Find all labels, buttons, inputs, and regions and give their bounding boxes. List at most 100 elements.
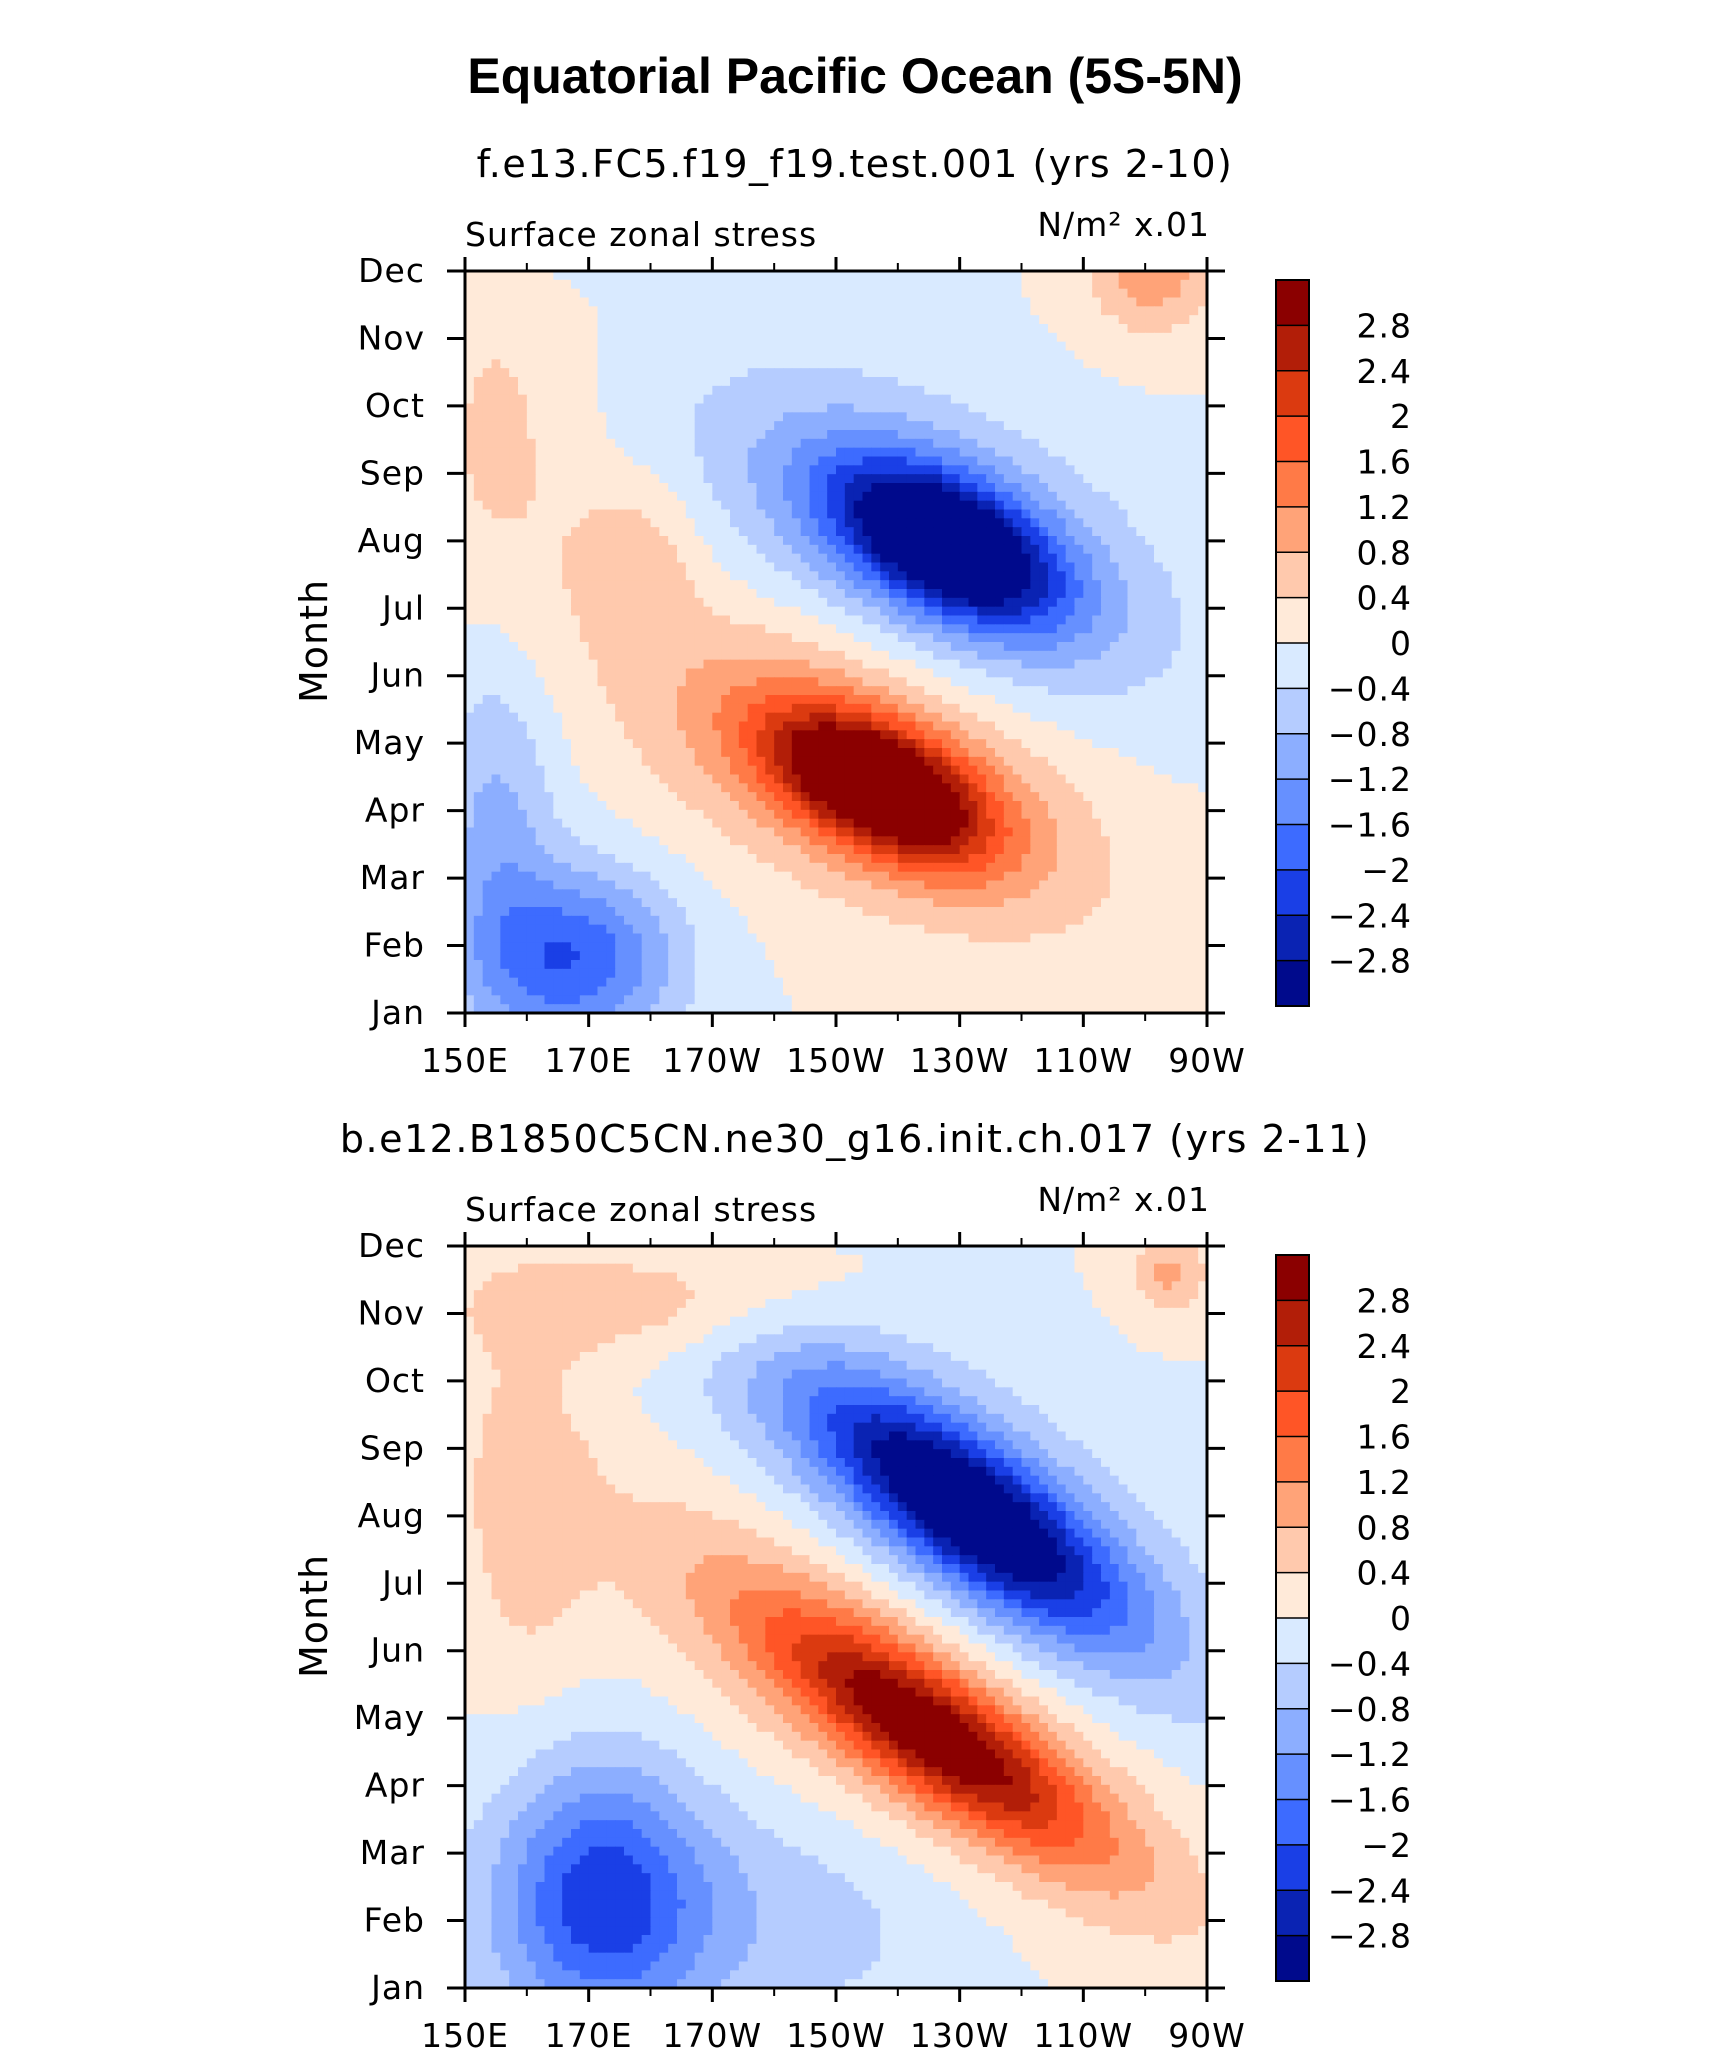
contour-cell [1109,659,1120,670]
contour-cell [650,695,660,705]
contour-cell [1101,483,1111,493]
contour-cell [880,385,890,396]
contour-cell [500,438,510,449]
contour-cell [844,491,855,502]
contour-cell [783,324,793,334]
contour-cell [677,562,687,572]
contour-cell [791,677,802,687]
contour-cell [668,518,678,528]
contour-cell [1003,774,1014,784]
contour-cell [624,412,634,422]
contour-cell [465,341,475,352]
contour-cell [677,748,687,758]
contour-cell [491,650,501,661]
contour-cell [756,615,766,625]
contour-cell [880,421,890,431]
contour-cell [756,350,766,360]
contour-cell [1189,748,1199,758]
contour-cell [615,756,625,767]
contour-cell [1065,695,1076,705]
contour-cell [747,792,758,802]
contour-cell [597,659,607,670]
contour-cell [818,394,828,405]
contour-cell [1003,500,1014,511]
contour-cell [571,527,581,537]
contour-cell [1048,465,1058,475]
contour-cell [1003,430,1014,440]
contour-cell [915,650,925,661]
contour-cell [641,633,652,643]
contour-cell [853,315,864,325]
contour-cell [712,712,722,723]
contour-cell [694,695,705,705]
contour-cell [774,332,784,343]
contour-cell [606,403,616,413]
contour-cell [977,544,987,555]
contour-cell [1030,359,1040,369]
contour-cell [1198,703,1208,714]
contour-cell [1003,571,1014,581]
contour-cell [597,403,607,413]
contour-cell [1189,677,1199,687]
contour-cell [1083,324,1093,334]
contour-cell [1065,483,1076,493]
contour-cell [1101,509,1111,519]
contour-cell [1030,412,1040,422]
contour-cell [950,721,961,731]
contour-cell [1021,730,1031,740]
contour-cell [986,642,996,652]
contour-cell [836,642,846,652]
contour-cell [1189,650,1199,661]
contour-cell [747,491,758,502]
contour-cell [553,712,563,723]
contour-cell [818,385,828,396]
contour-cell [1162,271,1173,281]
contour-cell [906,721,917,731]
contour-cell [959,412,970,422]
contour-cell [818,756,828,767]
contour-cell [818,350,828,360]
contour-cell [1012,288,1023,299]
contour-cell [791,297,802,307]
contour-cell [809,456,819,466]
contour-cell [1003,633,1014,643]
contour-cell [774,456,784,466]
contour-cell [579,306,590,316]
contour-cell [1118,385,1129,396]
contour-cell [685,756,696,767]
contour-cell [509,756,519,767]
contour-cell [509,642,519,652]
contour-cell [1101,359,1111,369]
contour-cell [1162,518,1173,528]
contour-cell [1048,271,1058,281]
contour-cell [791,288,802,299]
contour-cell [774,341,784,352]
contour-cell [1083,712,1093,723]
contour-cell [553,306,563,316]
contour-cell [535,368,546,378]
contour-cell [1189,686,1199,696]
contour-cell [1083,703,1093,714]
contour-cell [950,350,961,360]
contour-cell [1171,553,1182,564]
contour-cell [783,394,793,405]
contour-cell [482,456,493,466]
contour-cell [1074,518,1084,528]
contour-cell [632,456,643,466]
contour-cell [844,315,855,325]
contour-cell [800,456,811,466]
contour-cell [1003,721,1014,731]
contour-cell [747,562,758,572]
contour-cell [1021,642,1031,652]
contour-cell [1101,686,1111,696]
contour-cell [597,580,607,590]
contour-cell [906,642,917,652]
contour-cell [588,730,599,740]
contour-cell [465,491,475,502]
contour-cell [1162,474,1173,484]
contour-cell [880,633,890,643]
contour-cell [571,536,581,546]
contour-cell [1145,774,1155,784]
contour-cell [650,642,660,652]
contour-cell [615,447,625,458]
